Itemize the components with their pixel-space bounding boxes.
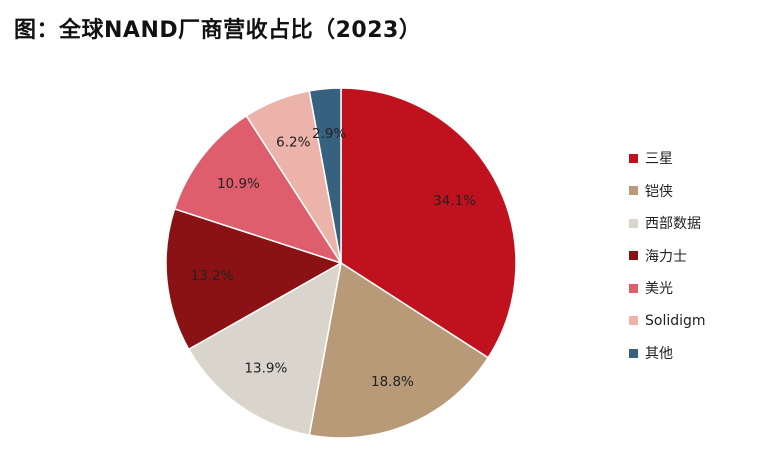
slice-label-2: 13.9% xyxy=(244,360,287,376)
slice-label-3: 13.2% xyxy=(191,268,234,284)
pie-labels: 34.1% 18.8% 13.9% 13.2% 10.9% 6.2%2.9% xyxy=(191,126,477,390)
legend-label: Solidigm xyxy=(645,312,706,329)
legend-label: 美光 xyxy=(645,281,673,298)
legend-swatch xyxy=(629,186,638,196)
legend-label: 铠侠 xyxy=(645,183,673,200)
legend-swatch xyxy=(629,283,638,293)
slice-label-5: 6.2% xyxy=(276,135,310,151)
pie-slices xyxy=(165,87,517,439)
pie-slice-3 xyxy=(165,207,343,351)
chart-title: 图：全球NAND厂商营收占比（2023） xyxy=(14,18,422,43)
chart-legend: 三星铠侠西部数据海力士美光 Solidigm 其他 xyxy=(629,142,706,370)
legend-swatch xyxy=(629,316,638,326)
slice-label-1: 18.8% xyxy=(371,374,414,390)
legend-label: 其他 xyxy=(645,346,673,363)
legend-swatch xyxy=(629,218,638,228)
legend-label: 西部数据 xyxy=(645,216,701,233)
pie-slice-6 xyxy=(308,87,342,264)
legend-swatch xyxy=(629,251,638,261)
legend-swatch xyxy=(629,153,638,163)
slice-label-4: 10.9% xyxy=(217,176,260,192)
pie-slice-2 xyxy=(187,261,343,436)
legend-item-2: 西部数据 xyxy=(629,207,706,240)
pie-slice-4 xyxy=(173,114,343,265)
legend-label: 海力士 xyxy=(645,248,687,265)
legend-label: 三星 xyxy=(645,151,673,168)
legend-item-3: 海力士 xyxy=(629,240,706,273)
legend-item-4: 美光 xyxy=(629,272,706,305)
legend-item-6: 其他 xyxy=(629,337,706,370)
legend-item-5: Solidigm xyxy=(629,305,706,338)
legend-swatch xyxy=(629,348,638,358)
pie-slice-1 xyxy=(308,261,490,439)
legend-item-0: 三星 xyxy=(629,142,706,175)
slice-label-0: 34.1% xyxy=(433,193,476,209)
legend-item-1: 铠侠 xyxy=(629,175,706,208)
slice-label-6: 2.9% xyxy=(312,126,346,142)
